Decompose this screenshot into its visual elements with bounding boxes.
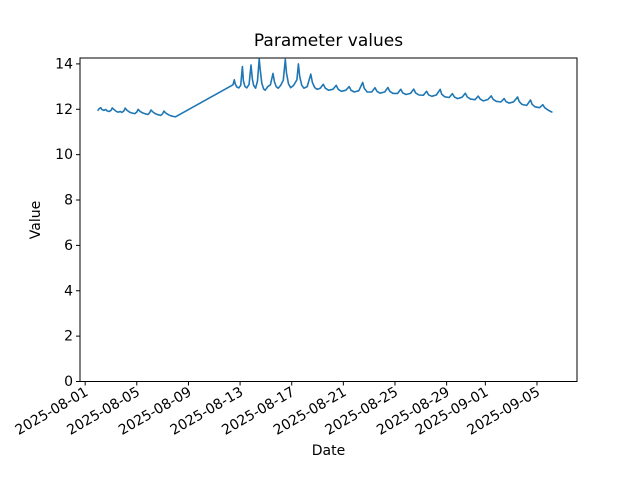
y-tick-label: 0 bbox=[64, 374, 73, 390]
y-tick-label: 6 bbox=[64, 238, 73, 254]
axes-spines bbox=[79, 57, 578, 382]
chart-title: Parameter values bbox=[253, 31, 404, 51]
data-line-series bbox=[97, 58, 553, 118]
y-tick-label: 8 bbox=[64, 193, 73, 209]
y-tick-label: 2 bbox=[64, 329, 73, 345]
y-tick-label: 4 bbox=[64, 283, 73, 299]
x-axis-label: Date bbox=[311, 443, 346, 459]
y-tick-label: 14 bbox=[55, 56, 73, 72]
y-tick-label: 10 bbox=[55, 147, 73, 163]
y-tick-label: 12 bbox=[55, 102, 73, 118]
y-axis-label: Value bbox=[28, 200, 44, 240]
